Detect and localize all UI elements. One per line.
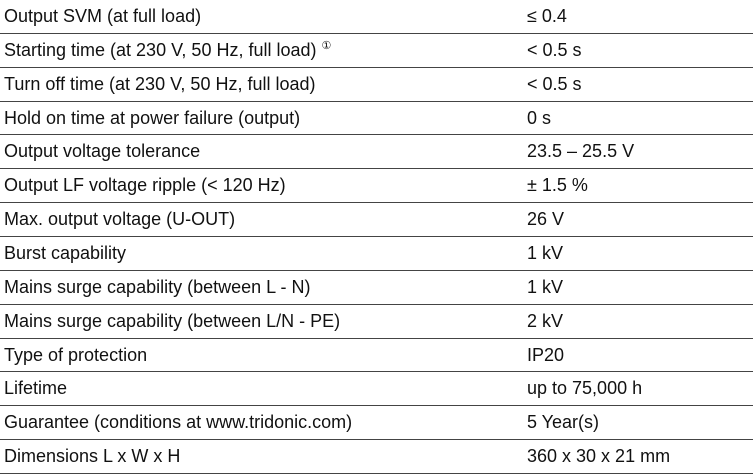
label-text: Mains surge capability (between L/N - PE…	[4, 310, 341, 331]
table-row: Max. output voltage (U-OUT) 26 V	[0, 203, 753, 238]
table-row: Type of protection IP20	[0, 339, 753, 373]
value-cell: up to 75,000 h	[527, 378, 643, 399]
table-row: Mains surge capability (between L/N - PE…	[0, 305, 753, 339]
table-row: Turn off time (at 230 V, 50 Hz, full loa…	[0, 68, 753, 102]
value-cell: 1 kV	[527, 276, 564, 297]
label-text: Mains surge capability (between L - N)	[4, 276, 311, 297]
label-text: Output SVM (at full load)	[4, 5, 202, 26]
value-cell: 5 Year(s)	[527, 412, 600, 433]
label-cell: Output voltage tolerance	[0, 141, 523, 162]
footnote-mark: ①	[321, 40, 332, 53]
value-cell: 23.5 – 25.5 V	[527, 141, 635, 162]
label-cell: Output SVM (at full load)	[0, 6, 523, 27]
label-cell: Hold on time at power failure (output)	[0, 108, 523, 129]
value-cell: ≤ 0.4	[527, 5, 567, 26]
label-text: Dimensions L x W x H	[4, 446, 181, 467]
label-text: Guarantee (conditions at www.tridonic.co…	[4, 412, 353, 433]
label-cell: Output LF voltage ripple (< 120 Hz)	[0, 175, 523, 196]
value-cell: 2 kV	[527, 310, 564, 331]
label-text: Output voltage tolerance	[4, 141, 201, 162]
table-row: Lifetime up to 75,000 h	[0, 372, 753, 407]
label-cell: Mains surge capability (between L/N - PE…	[0, 311, 523, 332]
label-text: Hold on time at power failure (output)	[4, 107, 301, 128]
value-cell: IP20	[527, 344, 565, 365]
label-cell: Type of protection	[0, 345, 523, 366]
table-row: Burst capability 1 kV	[0, 237, 753, 271]
value-cell: 360 x 30 x 21 mm	[527, 446, 671, 467]
label-text: Type of protection	[4, 344, 148, 365]
table-row: Hold on time at power failure (output) 0 …	[0, 102, 753, 136]
label-cell: Lifetime	[0, 378, 523, 399]
value-cell: < 0.5 s	[527, 73, 582, 94]
table-row: Output SVM (at full load) ≤ 0.4	[0, 0, 753, 34]
label-text: Output LF voltage ripple (< 120 Hz)	[4, 175, 286, 196]
label-cell: Burst capability	[0, 243, 523, 264]
table-row: Starting time (at 230 V, 50 Hz, full loa…	[0, 34, 753, 68]
table-row: Output voltage tolerance 23.5 – 25.5 V	[0, 135, 753, 170]
table-row: Output LF voltage ripple (< 120 Hz) ± 1.5…	[0, 169, 753, 204]
label-text: Turn off time (at 230 V, 50 Hz, full loa…	[4, 73, 316, 94]
label-text: Burst capability	[4, 242, 127, 263]
value-cell: ± 1.5 %	[527, 175, 588, 196]
table-row: Dimensions L x W x H 360 x 30 x 21 mm	[0, 440, 753, 474]
label-text: Starting time (at 230 V, 50 Hz, full loa…	[4, 40, 317, 61]
value-cell: < 0.5 s	[527, 39, 582, 60]
table-row: Mains surge capability (between L - N) 1 …	[0, 271, 753, 305]
value-cell: 26 V	[527, 209, 565, 230]
value-cell: 1 kV	[527, 242, 564, 263]
label-cell: Turn off time (at 230 V, 50 Hz, full loa…	[0, 74, 523, 95]
label-cell: Starting time (at 230 V, 50 Hz, full loa…	[0, 39, 523, 61]
label-cell: Max. output voltage (U-OUT)	[0, 209, 523, 230]
value-cell: 0 s	[527, 107, 552, 128]
label-text: Max. output voltage (U-OUT)	[4, 209, 236, 230]
label-cell: Mains surge capability (between L - N)	[0, 277, 523, 298]
table-row: Guarantee (conditions at www.tridonic.co…	[0, 406, 753, 441]
label-cell: Dimensions L x W x H	[0, 446, 523, 467]
label-text: Lifetime	[4, 378, 68, 399]
label-cell: Guarantee (conditions at www.tridonic.co…	[0, 412, 523, 433]
